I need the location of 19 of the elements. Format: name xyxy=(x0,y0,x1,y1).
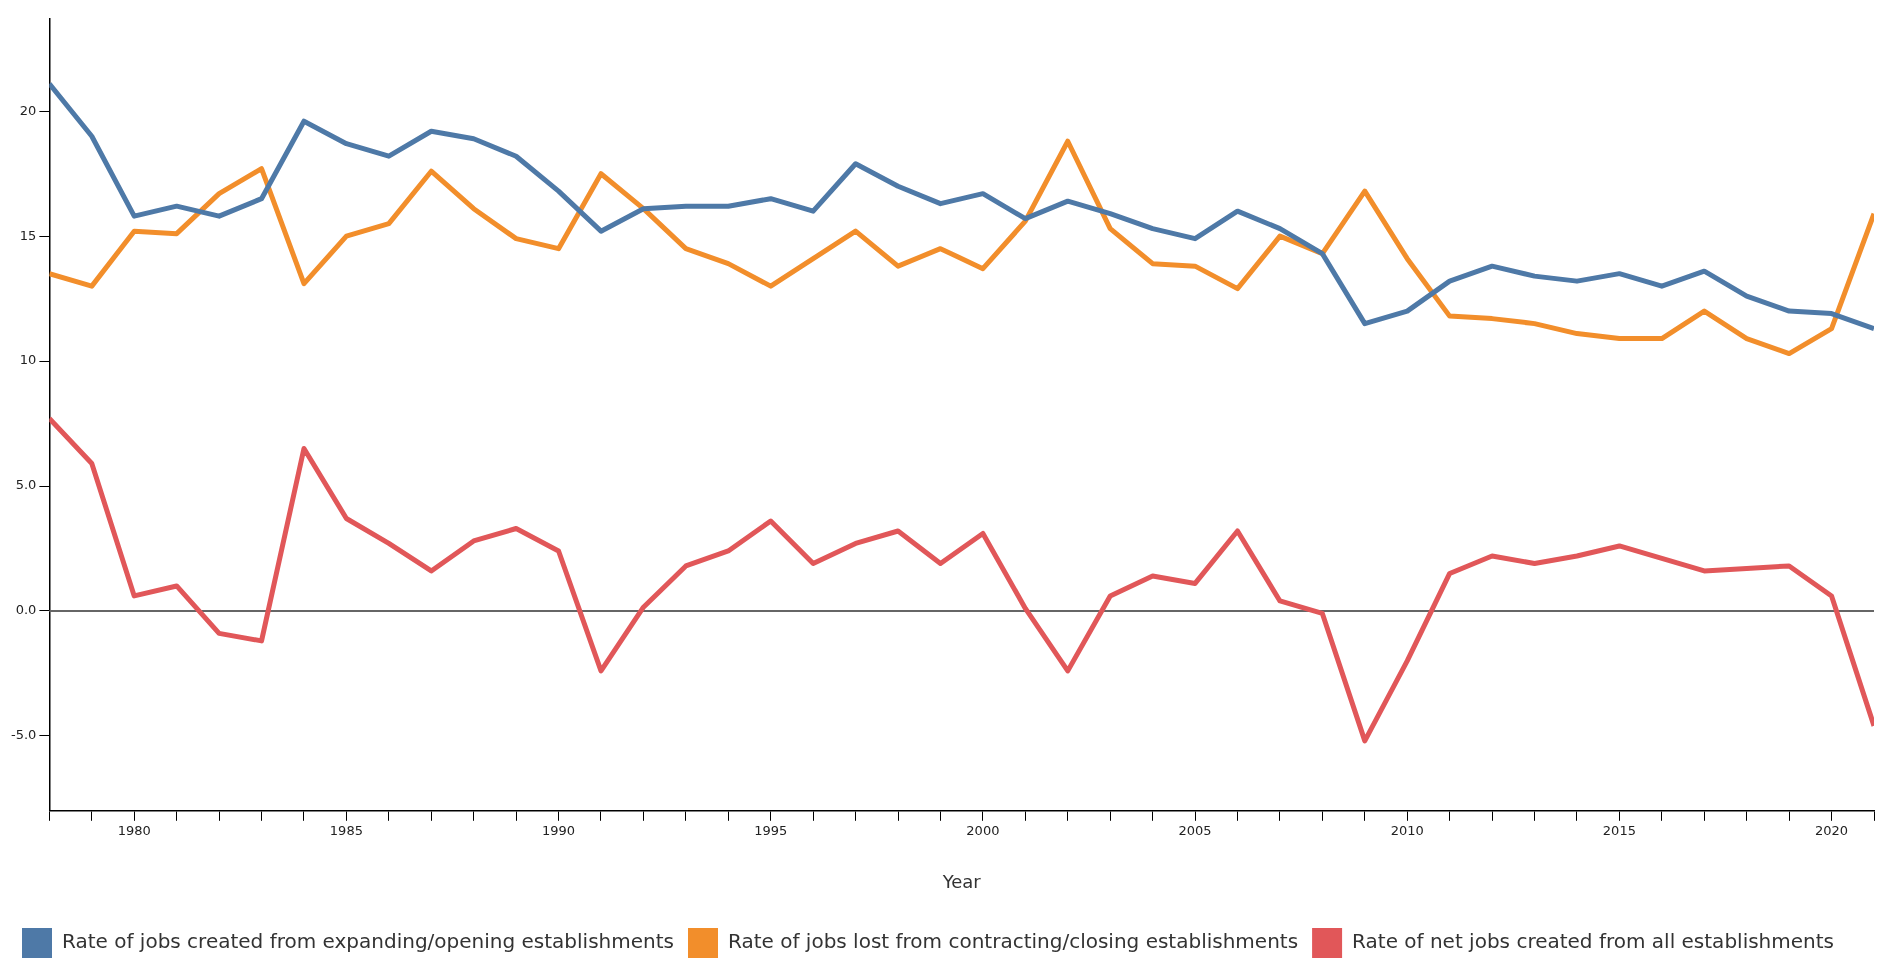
y-tick-label: 15 xyxy=(19,227,37,243)
x-tick-label: 2010 xyxy=(1390,822,1424,838)
x-tick-label: 2005 xyxy=(1178,822,1212,838)
legend-label: Rate of jobs created from expanding/opening establishments xyxy=(62,929,674,954)
y-tick-label: 5.0 xyxy=(15,477,37,493)
x-tick-label: 1980 xyxy=(117,822,151,838)
x-tick-label: 1985 xyxy=(329,822,363,838)
x-tick-label: 1990 xyxy=(542,822,576,838)
y-tick-label: 10 xyxy=(19,352,37,368)
y-tick-label: 20 xyxy=(19,102,37,118)
legend-label: Rate of jobs lost from contracting/closing establishments xyxy=(727,929,1299,954)
legend-label: Rate of net jobs created from all establishments xyxy=(1352,929,1835,954)
x-tick-label: 1995 xyxy=(754,822,788,838)
x-tick-label: 2020 xyxy=(1815,822,1849,838)
x-tick-label: 2015 xyxy=(1602,822,1636,838)
x-axis-title: Year xyxy=(941,870,982,892)
y-tick-label: 0.0 xyxy=(15,602,37,618)
y-tick-label: -5.0 xyxy=(10,727,37,743)
x-tick-label: 2000 xyxy=(966,822,1000,838)
